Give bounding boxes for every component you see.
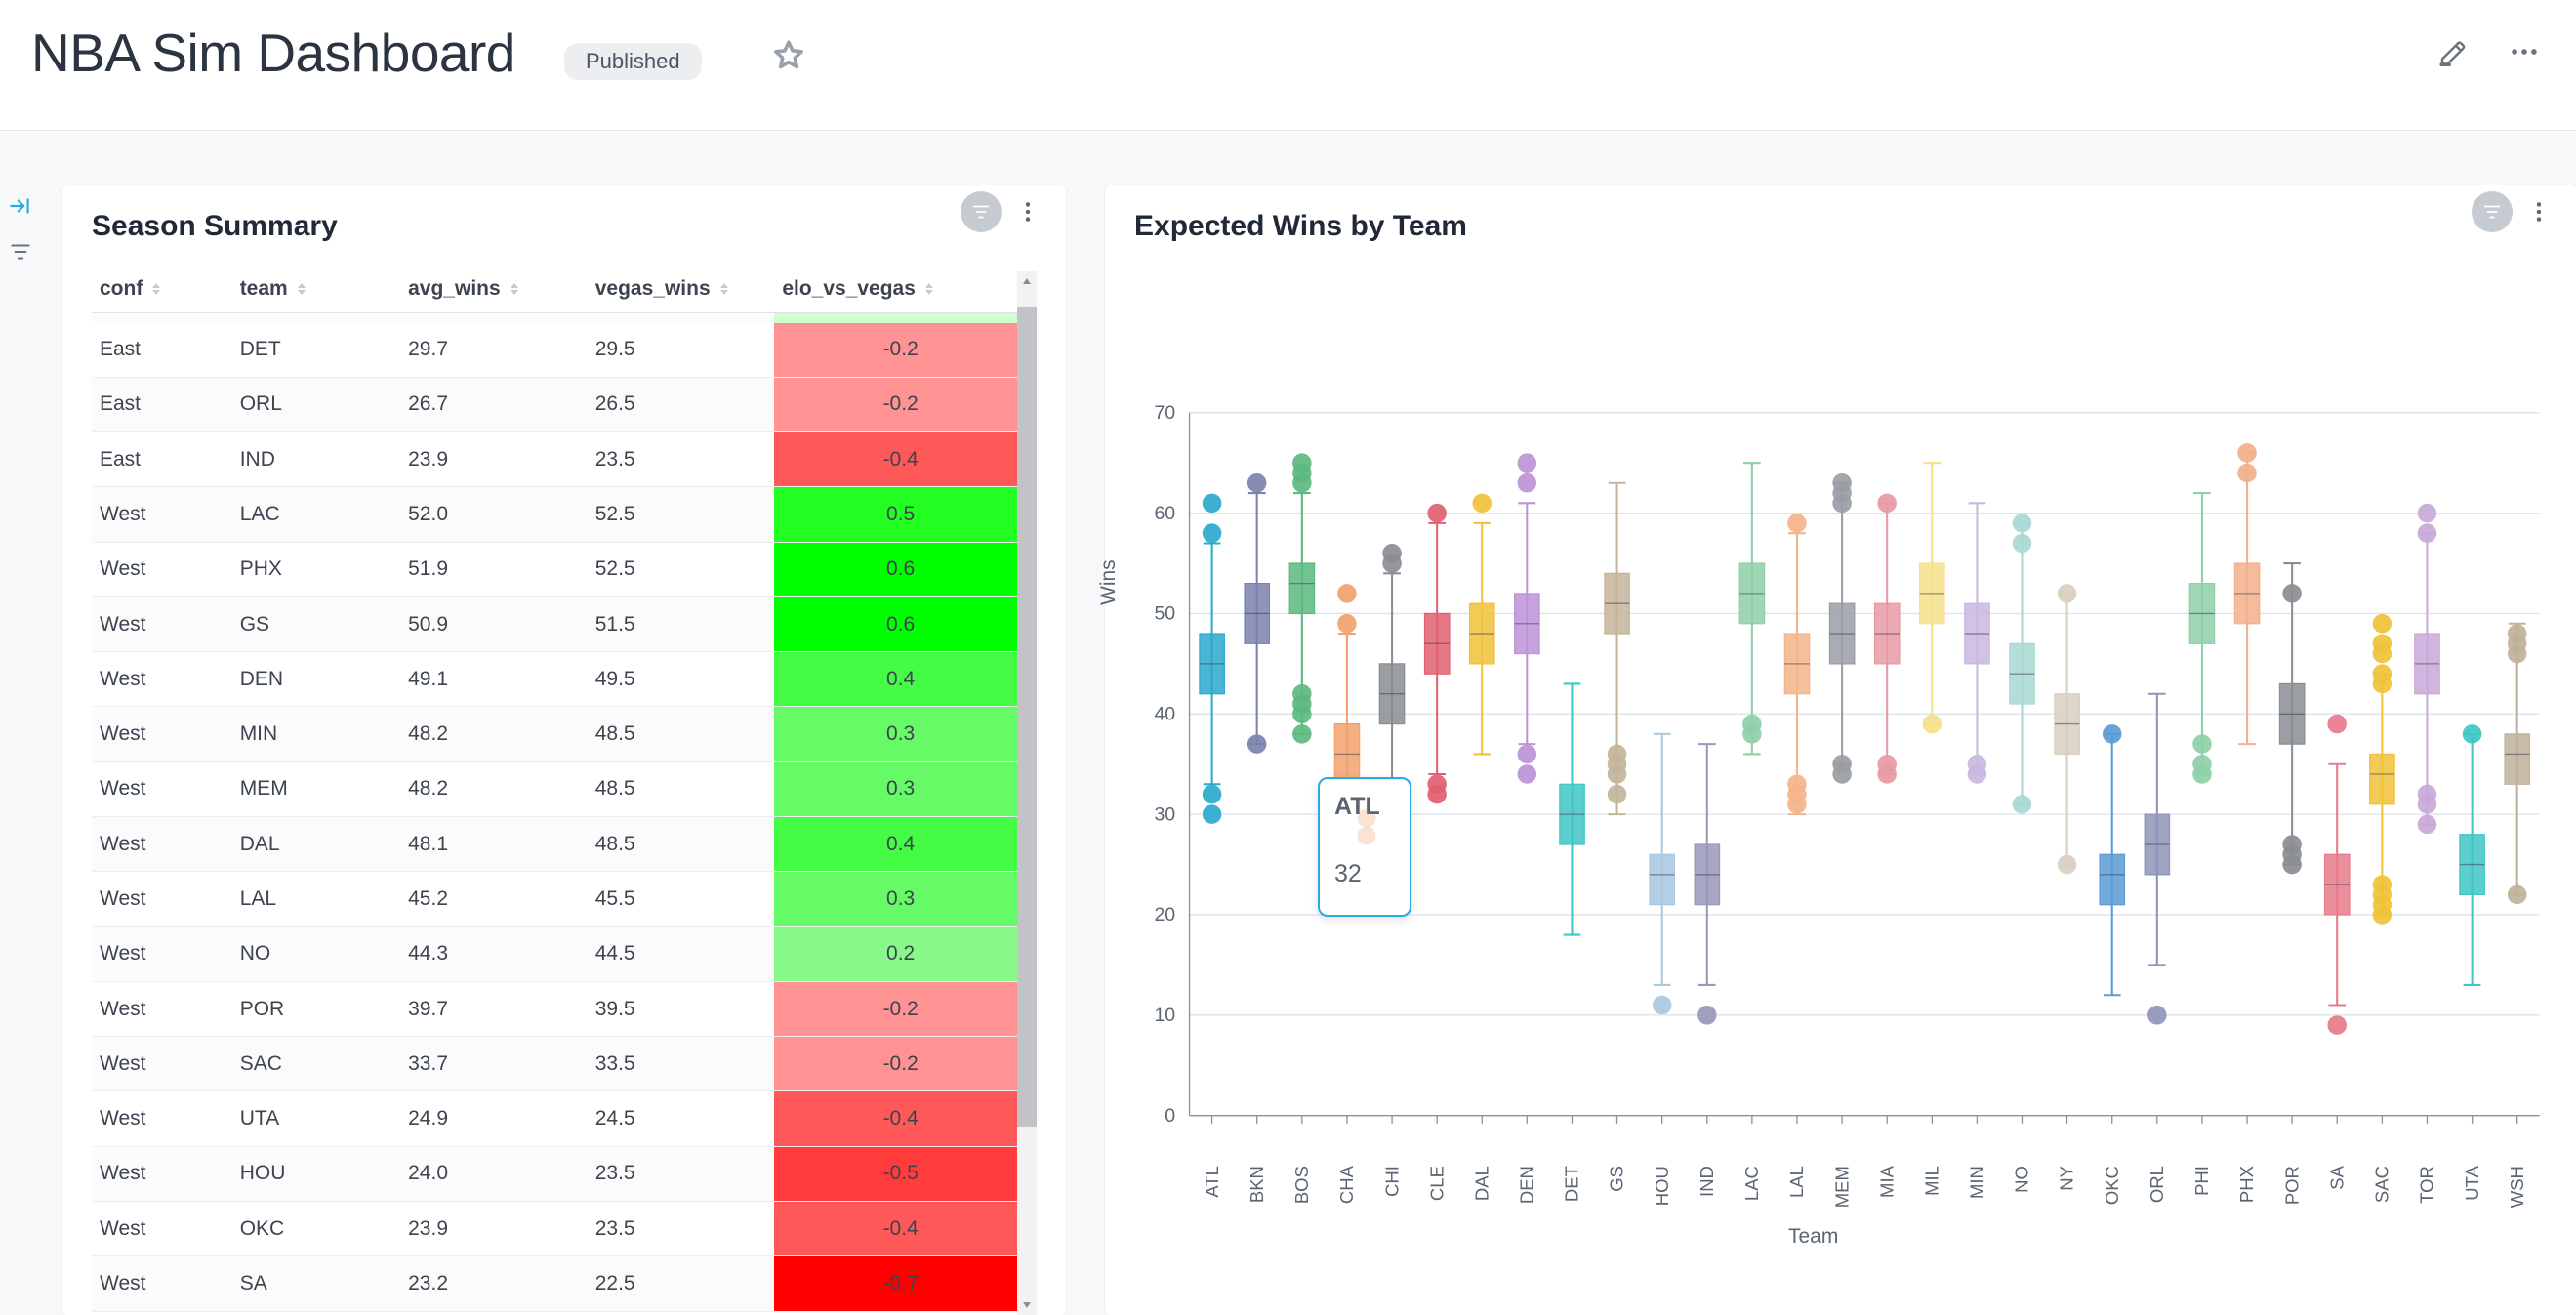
svg-text:IND: IND [1697,1166,1717,1197]
svg-text:DAL: DAL [1471,1166,1492,1201]
svg-text:NY: NY [2057,1166,2077,1191]
svg-text:MEM: MEM [1831,1166,1852,1208]
svg-text:HOU: HOU [1652,1166,1672,1206]
svg-text:PHX: PHX [2236,1166,2257,1203]
svg-text:MIA: MIA [1876,1165,1897,1198]
svg-text:40: 40 [1154,703,1175,724]
svg-text:SAC: SAC [2372,1166,2392,1203]
svg-text:LAC: LAC [1741,1166,1762,1201]
svg-text:MIN: MIN [1967,1166,1987,1199]
svg-text:SA: SA [2326,1165,2347,1189]
svg-text:BKN: BKN [1247,1166,1267,1203]
svg-text:10: 10 [1154,1005,1175,1026]
svg-text:30: 30 [1154,803,1175,825]
svg-text:GS: GS [1607,1166,1627,1192]
svg-text:20: 20 [1154,904,1175,925]
svg-text:OKC: OKC [2102,1166,2122,1205]
svg-text:DET: DET [1562,1166,1582,1202]
svg-text:PHI: PHI [2191,1166,2212,1196]
svg-text:DEN: DEN [1516,1166,1536,1204]
svg-text:CLE: CLE [1426,1166,1447,1201]
svg-text:BOS: BOS [1291,1166,1312,1204]
svg-text:POR: POR [2281,1166,2302,1205]
svg-text:ORL: ORL [2147,1166,2167,1203]
svg-text:LAL: LAL [1786,1166,1807,1198]
svg-text:WSH: WSH [2507,1166,2527,1208]
svg-text:70: 70 [1154,402,1175,424]
svg-text:UTA: UTA [2462,1165,2482,1200]
svg-text:TOR: TOR [2417,1166,2437,1204]
svg-text:50: 50 [1154,603,1175,625]
svg-text:CHI: CHI [1381,1166,1402,1197]
svg-text:60: 60 [1154,503,1175,524]
svg-text:ATL: ATL [1202,1166,1222,1198]
svg-text:NO: NO [2012,1166,2032,1193]
svg-text:MIL: MIL [1922,1166,1942,1196]
svg-text:0: 0 [1165,1105,1175,1127]
svg-text:CHA: CHA [1336,1165,1357,1204]
